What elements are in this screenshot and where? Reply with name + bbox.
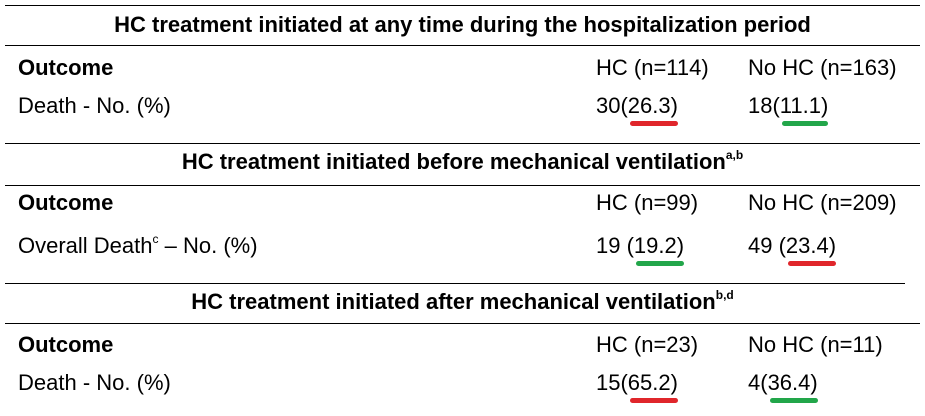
percent: 65.2) xyxy=(627,370,679,403)
count: 19 ( xyxy=(596,233,634,258)
header-outcome: Outcome xyxy=(18,332,114,357)
header-hc: HC (n=23) xyxy=(596,332,699,357)
percent: 36.4) xyxy=(767,370,818,403)
header-outcome: Outcome xyxy=(18,55,114,80)
percent: 23.4) xyxy=(785,233,837,266)
count: 4( xyxy=(748,370,768,395)
label-rest: - No. (%) xyxy=(76,93,171,118)
label-sup: c xyxy=(152,232,159,246)
rule xyxy=(5,5,920,6)
title-sup: a,b xyxy=(725,148,744,162)
label-text: Death xyxy=(18,93,77,118)
section-title: HC treatment initiated after mechanical … xyxy=(0,289,925,315)
title-sup: b,d xyxy=(715,288,734,302)
row-label: Overall Deathc – No. (%) xyxy=(18,233,258,259)
value-cell: 18(11.1) xyxy=(748,93,829,126)
value-cell: 19 (19.2) xyxy=(596,233,685,266)
section-title: HC treatment initiated at any time durin… xyxy=(0,12,925,38)
count: 18( xyxy=(748,93,780,118)
rule xyxy=(5,143,920,144)
rule xyxy=(5,185,920,186)
header-no-hc: No HC (n=209) xyxy=(748,190,897,215)
row-label: Death - No. (%) xyxy=(18,93,171,119)
title-text: HC treatment initiated at any time durin… xyxy=(114,12,811,37)
header-no-hc: No HC (n=163) xyxy=(748,55,897,80)
percent: 26.3) xyxy=(627,93,679,126)
label-text: Death xyxy=(18,370,77,395)
header-hc: HC (n=114) xyxy=(596,55,709,80)
percent: 11.1) xyxy=(779,93,829,126)
label-text: Overall Death xyxy=(18,233,153,258)
header-no-hc: No HC (n=11) xyxy=(748,332,883,357)
label-rest: – No. (%) xyxy=(158,233,258,258)
rule xyxy=(5,283,905,284)
count: 49 ( xyxy=(748,233,786,258)
row-label: Death - No. (%) xyxy=(18,370,171,396)
value-cell: 15(65.2) xyxy=(596,370,679,403)
section-title: HC treatment initiated before mechanical… xyxy=(0,149,925,175)
value-cell: 30(26.3) xyxy=(596,93,679,126)
count: 15( xyxy=(596,370,628,395)
header-outcome: Outcome xyxy=(18,190,114,215)
title-text: HC treatment initiated before mechanical… xyxy=(181,149,726,174)
percent: 19.2) xyxy=(633,233,685,266)
value-cell: 4(36.4) xyxy=(748,370,818,403)
rule xyxy=(5,323,920,324)
header-hc: HC (n=99) xyxy=(596,190,699,215)
count: 30( xyxy=(596,93,628,118)
rule xyxy=(5,45,920,46)
value-cell: 49 (23.4) xyxy=(748,233,837,266)
label-rest: - No. (%) xyxy=(76,370,171,395)
title-text: HC treatment initiated after mechanical … xyxy=(191,289,716,314)
